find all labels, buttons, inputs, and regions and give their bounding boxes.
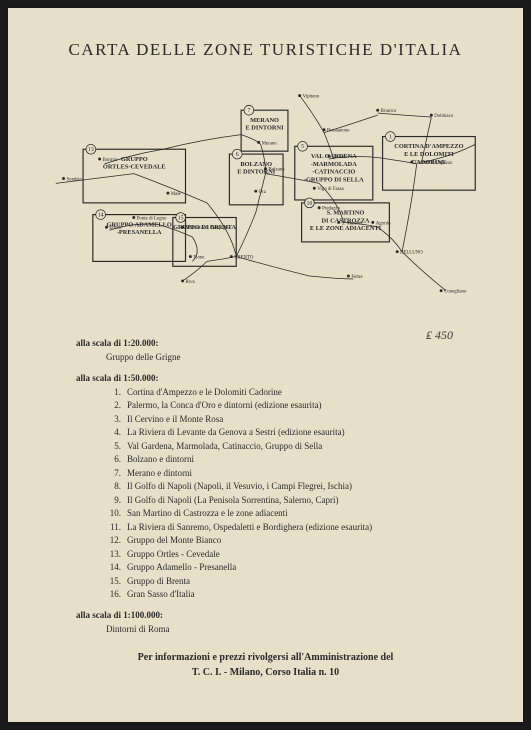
list-item: 5.Val Gardena, Marmolada, Catinaccio, Gr… xyxy=(106,440,485,454)
svg-text:Edolo: Edolo xyxy=(109,226,121,231)
svg-text:Conegliano: Conegliano xyxy=(444,290,467,295)
footer-line2: T. C. I. - Milano, Corso Italia n. 10 xyxy=(46,665,485,680)
svg-text:-PRESANELLA: -PRESANELLA xyxy=(117,229,162,236)
footer-info: Per informazioni e prezzi rivolgersi all… xyxy=(46,650,485,680)
svg-text:Vipiteno: Vipiteno xyxy=(303,95,320,100)
map-svg: 13GRUPPOORTLES-CEVEDALE14GRUPPO ADAMELLO… xyxy=(46,78,485,318)
map-diagram: 13GRUPPOORTLES-CEVEDALE14GRUPPO ADAMELLO… xyxy=(46,78,485,318)
svg-text:Bormio: Bormio xyxy=(103,158,118,163)
svg-text:Brunico: Brunico xyxy=(381,109,397,114)
list-item: Dintorni di Roma xyxy=(106,623,485,637)
list-item: 14.Gruppo Adamello - Presanella xyxy=(106,561,485,575)
list-item: 16.Gran Sasso d'Italia xyxy=(106,588,485,602)
svg-text:Agordo: Agordo xyxy=(376,221,391,226)
scale-section: alla scala di 1:50.000: 1.Cortina d'Ampez… xyxy=(46,373,485,602)
list-item: 10.San Martino di Castrozza e le zone ad… xyxy=(106,507,485,521)
svg-text:Ora: Ora xyxy=(259,190,267,195)
scale-section: alla scala di 1:100.000: Dintorni di Roma xyxy=(46,610,485,637)
list-item: Gruppo delle Grigne xyxy=(106,351,485,365)
svg-text:Merano: Merano xyxy=(262,141,278,146)
svg-text:Cortina d'Ampezzo: Cortina d'Ampezzo xyxy=(415,161,453,166)
svg-text:Predazzo: Predazzo xyxy=(322,207,340,212)
list-item: 9.Il Golfo di Napoli (La Penisola Sorren… xyxy=(106,494,485,508)
svg-text:Feltre: Feltre xyxy=(351,275,362,280)
svg-text:Bressanone: Bressanone xyxy=(327,129,349,134)
svg-text:BOLZANO: BOLZANO xyxy=(240,161,272,168)
footer-line1: Per informazioni e prezzi rivolgersi all… xyxy=(46,650,485,665)
svg-text:ORTLES-CEVEDALE: ORTLES-CEVEDALE xyxy=(103,164,166,171)
svg-text:5: 5 xyxy=(301,144,304,150)
list-item: 1.Cortina d'Ampezzo e le Dolomiti Cadori… xyxy=(106,386,485,400)
list-item: 8.Il Golfo di Napoli (Napoli, il Vesuvio… xyxy=(106,480,485,494)
svg-text:Sondrio: Sondrio xyxy=(66,177,82,182)
svg-text:13: 13 xyxy=(88,147,94,153)
svg-text:CORTINA D'AMPEZZO: CORTINA D'AMPEZZO xyxy=(394,143,463,150)
svg-text:Malè: Malè xyxy=(171,192,181,197)
svg-text:6: 6 xyxy=(236,152,239,158)
scales-list: alla scala di 1:20.000: Gruppo delle Grig… xyxy=(46,338,485,636)
svg-text:Ortisei: Ortisei xyxy=(332,155,346,160)
page-title: CARTA DELLE ZONE TURISTICHE D'ITALIA xyxy=(46,40,485,60)
svg-text:GRUPPO: GRUPPO xyxy=(121,156,148,163)
list-item: 11.La Riviera di Sanremo, Ospedaletti e … xyxy=(106,521,485,535)
svg-text:-MARMOLADA: -MARMOLADA xyxy=(311,161,357,168)
item-list: Dintorni di Roma xyxy=(106,623,485,637)
svg-text:10: 10 xyxy=(306,201,312,207)
price-annotation: ₤ 450 xyxy=(426,328,453,343)
scale-label: alla scala di 1:100.000: xyxy=(76,610,485,620)
scale-section: alla scala di 1:20.000: Gruppo delle Grig… xyxy=(46,338,485,365)
svg-text:Madonna di Campiglio: Madonna di Campiglio xyxy=(186,226,232,231)
item-list: 1.Cortina d'Ampezzo e le Dolomiti Cadori… xyxy=(106,386,485,602)
svg-text:Bolzano: Bolzano xyxy=(268,168,285,173)
list-item: 13.Gruppo Ortles - Cevedale xyxy=(106,548,485,562)
svg-text:Ponte di Legno: Ponte di Legno xyxy=(137,216,167,221)
svg-text:15: 15 xyxy=(178,215,184,221)
svg-text:7: 7 xyxy=(247,108,250,114)
svg-text:1: 1 xyxy=(389,134,392,140)
svg-text:Vigo di Fassa: Vigo di Fassa xyxy=(317,187,344,192)
list-item: 15.Gruppo di Brenta xyxy=(106,575,485,589)
svg-text:E LE DOLOMITI: E LE DOLOMITI xyxy=(404,151,454,158)
list-item: 7.Merano e dintorni xyxy=(106,467,485,481)
svg-text:14: 14 xyxy=(98,213,104,219)
list-item: 3.Il Cervino e il Monte Rosa xyxy=(106,413,485,427)
list-item: 4.La Riviera di Levante da Genova a Sest… xyxy=(106,426,485,440)
svg-text:E DINTORNI: E DINTORNI xyxy=(246,125,285,132)
list-item: 2.Palermo, la Conca d'Oro e dintorni (ed… xyxy=(106,399,485,413)
item-list: Gruppo delle Grigne xyxy=(106,351,485,365)
svg-text:-GRUPPO DI SELLA: -GRUPPO DI SELLA xyxy=(304,176,364,183)
svg-text:S. Martino: S. Martino xyxy=(342,221,363,226)
svg-text:BELLUNO: BELLUNO xyxy=(400,251,423,256)
svg-text:TRENTO: TRENTO xyxy=(234,255,254,260)
svg-text:Tione: Tione xyxy=(193,255,204,260)
map-region-boxes: 13GRUPPOORTLES-CEVEDALE14GRUPPO ADAMELLO… xyxy=(83,105,475,266)
scale-label: alla scala di 1:20.000: xyxy=(76,338,485,348)
document-page: CARTA DELLE ZONE TURISTICHE D'ITALIA xyxy=(8,8,523,722)
list-item: 6.Bolzano e dintorni xyxy=(106,453,485,467)
svg-text:Riva: Riva xyxy=(186,280,196,285)
svg-text:-CATINACCIO: -CATINACCIO xyxy=(312,169,355,176)
svg-text:Dobbiaco: Dobbiaco xyxy=(434,114,453,119)
list-item: 12.Gruppo del Monte Bianco xyxy=(106,534,485,548)
scale-label: alla scala di 1:50.000: xyxy=(76,373,485,383)
svg-text:MERANO: MERANO xyxy=(250,117,279,124)
